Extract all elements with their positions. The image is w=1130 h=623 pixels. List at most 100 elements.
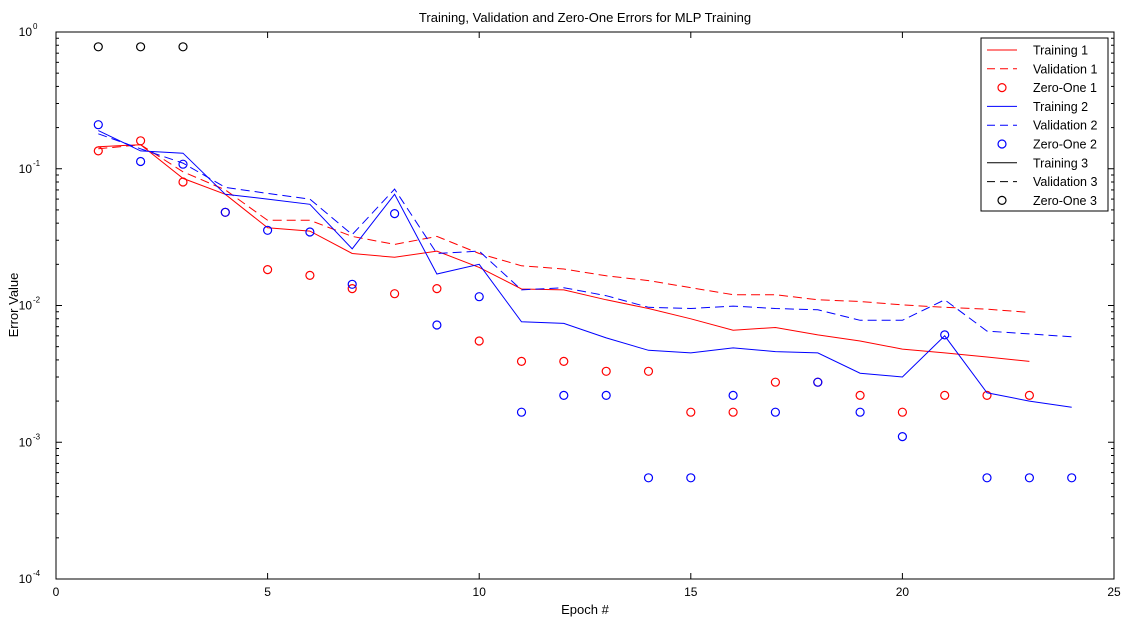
x-tick-label: 10	[473, 585, 487, 599]
legend-item: Training 2	[987, 100, 1088, 114]
data-point	[1024, 473, 1035, 483]
legend-item: Validation 2	[987, 119, 1097, 133]
data-point	[855, 390, 865, 400]
data-point	[686, 473, 696, 483]
legend-item: Zero-One 2	[997, 138, 1097, 152]
y-tick-exponent: 0	[33, 22, 38, 31]
legend-label: Validation 1	[1033, 62, 1097, 76]
chart-title: Training, Validation and Zero-One Errors…	[419, 10, 751, 25]
legend-marker	[997, 139, 1007, 149]
legend-label: Validation 2	[1033, 119, 1097, 133]
data-point	[728, 407, 738, 417]
data-point	[263, 225, 273, 235]
data-point	[559, 356, 569, 366]
data-point	[136, 156, 146, 167]
legend-item: Zero-One 1	[997, 81, 1097, 95]
data-point	[474, 336, 484, 346]
data-point	[559, 390, 569, 400]
data-point	[263, 265, 273, 275]
legend-item: Training 3	[987, 156, 1088, 170]
series-9	[93, 42, 188, 52]
legend-label: Training 3	[1033, 156, 1088, 170]
data-point	[178, 159, 188, 169]
x-axis-label: Epoch #	[561, 602, 609, 617]
data-point	[940, 330, 950, 340]
legend-box	[980, 37, 1109, 212]
data-point	[305, 270, 315, 280]
data-point	[178, 177, 188, 187]
legend-item: Validation 3	[987, 175, 1097, 189]
series-line-4	[98, 130, 1072, 408]
data-point	[855, 407, 865, 417]
legend-item: Validation 1	[987, 62, 1097, 76]
data-point	[897, 407, 908, 417]
x-tick-label: 20	[896, 585, 910, 599]
data-point	[432, 284, 442, 294]
series-1	[98, 144, 1030, 362]
data-point	[982, 473, 992, 483]
series-line-5	[98, 133, 1072, 338]
x-tick-label: 0	[53, 585, 60, 599]
legend-label: Training 2	[1033, 100, 1088, 114]
series-line-2	[98, 144, 1030, 313]
y-tick-label: 10	[19, 299, 33, 313]
data-point	[1067, 473, 1077, 483]
series-6	[93, 120, 1077, 483]
data-point	[686, 407, 696, 417]
data-point	[347, 279, 357, 289]
plot-background	[56, 32, 1114, 579]
data-point	[178, 42, 188, 52]
data-point	[93, 120, 103, 130]
data-point	[347, 284, 357, 294]
legend-label: Zero-One 3	[1033, 194, 1097, 208]
series-4	[98, 130, 1072, 408]
data-point	[220, 207, 230, 217]
data-point	[728, 390, 738, 400]
data-point	[601, 390, 611, 400]
data-point	[305, 227, 315, 237]
data-point	[93, 42, 103, 52]
legend-item: Zero-One 3	[997, 194, 1097, 208]
data-point	[940, 390, 950, 400]
series-2	[98, 144, 1030, 313]
legend-label: Zero-One 1	[1033, 81, 1097, 95]
y-tick-exponent: -2	[33, 296, 41, 305]
y-axis-label: Error Value	[6, 273, 21, 338]
series-5	[98, 133, 1072, 338]
y-tick-label: 10	[19, 435, 33, 449]
legend-label: Training 1	[1033, 44, 1088, 58]
data-point	[770, 407, 781, 417]
x-tick-label: 25	[1107, 585, 1121, 599]
series-3	[93, 136, 1035, 417]
data-point	[390, 209, 400, 219]
series-layer	[93, 42, 1077, 483]
data-point	[474, 292, 484, 302]
legend: Training 1 Validation 1 Zero-One 1 Training…	[980, 37, 1109, 212]
y-tick-label: 10	[19, 162, 33, 176]
data-point	[897, 432, 908, 442]
data-point	[136, 42, 146, 52]
data-point	[813, 377, 823, 387]
legend-label: Zero-One 2	[1033, 138, 1097, 152]
data-point	[601, 366, 611, 376]
y-tick-exponent: -3	[33, 432, 41, 441]
y-tick-exponent: -4	[33, 569, 41, 578]
legend-marker	[997, 82, 1007, 93]
data-point	[643, 473, 654, 483]
legend-label: Validation 3	[1033, 175, 1097, 189]
data-point	[516, 407, 527, 417]
y-tick-label: 10	[19, 572, 33, 586]
data-point	[432, 320, 442, 330]
data-point	[982, 390, 992, 400]
y-tick-label: 10	[19, 25, 33, 39]
data-point	[390, 289, 400, 299]
legend-item: Training 1	[987, 44, 1088, 58]
data-point	[643, 366, 654, 376]
x-tick-label: 5	[264, 585, 271, 599]
y-tick-exponent: -1	[33, 159, 41, 168]
series-line-1	[98, 144, 1030, 362]
data-point	[1024, 390, 1035, 400]
data-point	[516, 356, 527, 366]
data-point	[93, 146, 103, 156]
legend-marker	[997, 195, 1007, 205]
